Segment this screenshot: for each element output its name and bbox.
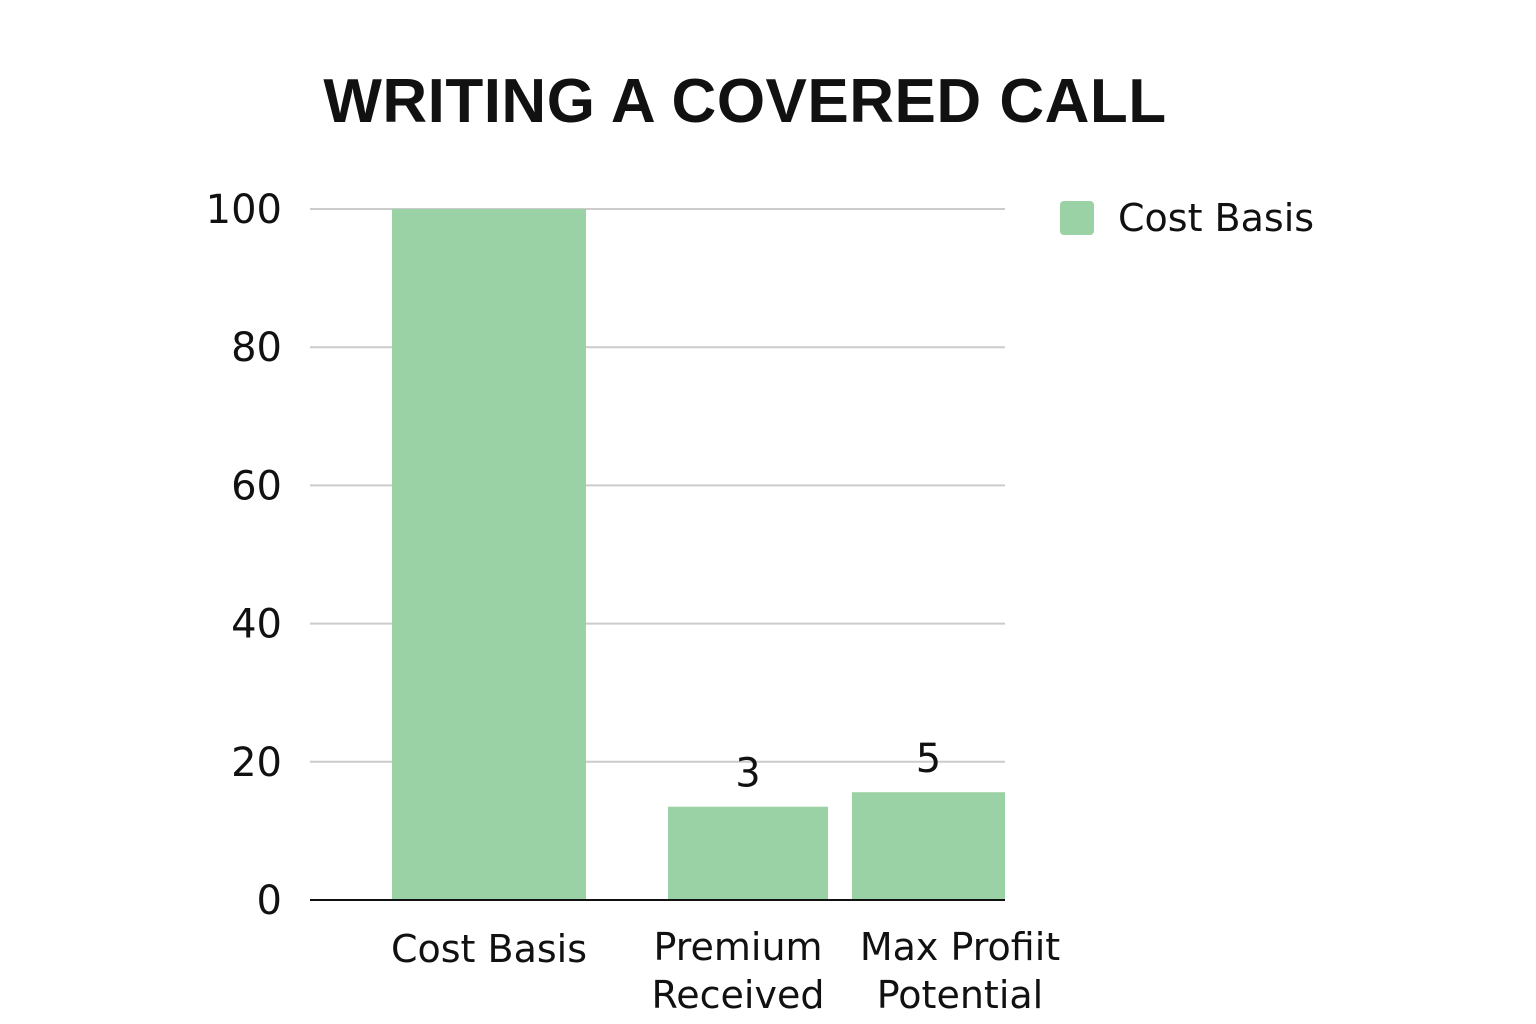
legend-label: Cost Basis (1118, 196, 1315, 240)
legend: Cost Basis (1060, 196, 1314, 240)
x-tick-label: Max Profiit (860, 925, 1060, 969)
y-tick-label: 40 (231, 602, 282, 648)
bar (668, 806, 828, 900)
x-tick-label: Received (652, 973, 825, 1017)
x-tick-label: Cost Basis (391, 927, 587, 971)
bar (852, 792, 1005, 900)
y-tick-label: 0 (257, 878, 282, 924)
x-tick-label: Potential (877, 973, 1043, 1017)
x-tick-label: Premium (653, 925, 822, 969)
chart-title: WRITING A COVERED CALL (323, 67, 1167, 136)
bar (392, 209, 586, 900)
y-tick-label: 60 (231, 463, 282, 509)
y-tick-label: 100 (206, 187, 282, 233)
bars (392, 209, 1005, 900)
data-label: 3 (735, 751, 760, 797)
legend-swatch (1060, 201, 1094, 235)
data-label: 5 (916, 736, 941, 782)
y-tick-label: 80 (231, 325, 282, 371)
y-tick-label: 20 (231, 740, 282, 786)
